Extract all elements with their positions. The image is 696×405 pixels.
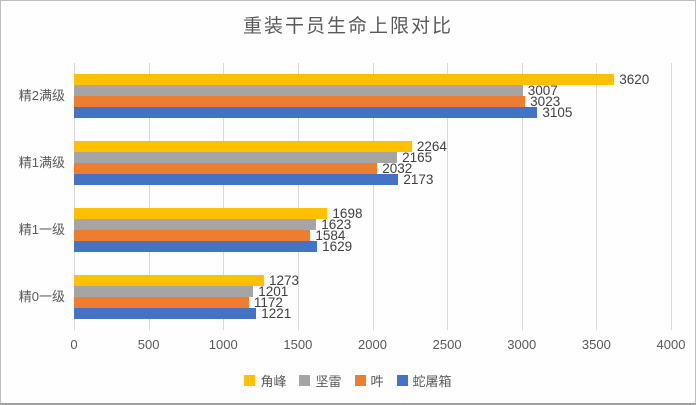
bar-line: 2173 [74,172,447,188]
bar-value-label: 1584 [315,227,346,243]
bar [74,207,328,219]
bar-group-row: 1698 1623 1584 1629 [74,197,671,264]
legend: 角峰 坚雷 吽 蛇屠箱 [1,371,695,390]
legend-swatch [354,375,366,386]
gridline [596,63,598,330]
bar-value-label: 1629 [322,238,353,254]
x-axis-tick-label: 3000 [507,337,537,352]
x-axis-tick-label: 1500 [283,337,313,352]
bar [74,107,538,119]
bar-line: 1698 [74,205,363,221]
bar-line: 1201 [74,283,299,299]
legend-item: 蛇屠箱 [396,371,452,390]
category-label: 精1满级 [18,155,65,171]
x-axis-tick-label: 3500 [581,337,611,352]
bar [74,152,398,164]
x-axis-tick-label: 1000 [208,337,238,352]
legend-item: 坚雷 [299,371,342,390]
bar [74,285,254,297]
bar-line: 1273 [74,272,300,288]
bar-group-row: 1273 1201 1172 1221 [74,263,671,330]
bar-block: 1273 1201 1172 1221 [74,272,300,321]
bar-group-row: 3620 3007 3023 3105 [74,63,671,130]
plot-area: 3620 3007 3023 3105 2264 2165 2032 2173 1698 1623… [74,63,672,330]
chart-title: 重装干员生命上限对比 [242,16,453,37]
gridline [148,63,150,330]
legend-label: 吽 [370,374,384,389]
bar [74,229,311,241]
bar [74,240,318,252]
x-axis-tick-label: 0 [70,337,78,352]
x-axis-tick-label: 2000 [358,337,387,352]
category-label: 精1一级 [18,221,65,237]
legend-label: 角峰 [260,374,287,389]
bar-line: 1629 [74,238,362,254]
gridline [297,63,299,330]
bar-value-label: 2264 [416,139,447,155]
bar-value-label: 2165 [402,150,433,166]
bar-line: 1584 [74,227,362,243]
legend-item: 角峰 [244,371,286,390]
gridline [372,63,374,330]
bar-line: 3007 [74,83,649,99]
bar-line: 2264 [74,139,447,155]
bar-block: 2264 2165 2032 2173 [74,139,447,188]
bar [74,85,523,97]
gridline [74,63,75,330]
gridline [671,63,672,330]
bar-value-label: 1201 [258,283,289,299]
legend-item: 吽 [354,371,384,390]
bar [74,96,526,108]
bar-value-label: 3023 [530,94,561,110]
bar-block: 3620 3007 3023 3105 [74,72,650,121]
bar-value-label: 3620 [619,72,650,88]
gridline [521,63,523,330]
legend-label: 坚雷 [315,374,342,389]
gridline [447,63,449,330]
bar [74,163,378,175]
bar-value-label: 1698 [332,205,363,221]
x-axis-tick-label: 4000 [656,337,686,352]
bar-line: 2032 [74,161,447,177]
bar-value-label: 3105 [542,105,573,121]
bar [74,74,615,86]
bar [74,141,412,153]
legend-label: 蛇屠箱 [412,374,452,389]
bar-value-label: 3007 [527,83,558,99]
bar-line: 1623 [74,216,362,232]
bar-value-label: 2032 [382,161,413,177]
bar [74,274,264,286]
legend-swatch [396,375,408,386]
bar-group-row: 2264 2165 2032 2173 [74,130,671,197]
bar-line: 3105 [74,105,649,121]
bar-line: 1172 [74,294,299,310]
bar [74,296,249,308]
gridline [223,63,225,330]
bar-value-label: 1273 [268,272,300,288]
bar-block: 1698 1623 1584 1629 [74,205,363,254]
bar [74,174,399,186]
bar-line: 3620 [74,72,650,88]
x-axis-tick-label: 2500 [432,337,462,352]
x-axis-tick-label: 500 [137,337,160,352]
legend-swatch [299,375,311,386]
bar [74,218,317,230]
category-label: 精0一级 [18,288,65,304]
bar-value-label: 1172 [253,294,283,310]
bar-value-label: 1623 [321,216,352,232]
bar [74,307,257,319]
legend-swatch [244,375,256,386]
bar-line: 1221 [74,305,299,321]
bar-value-label: 2173 [403,172,434,188]
bar-line: 2165 [74,150,447,166]
bar-line: 3023 [74,94,649,110]
bar-value-label: 1221 [261,305,292,321]
category-label: 精2满级 [18,88,65,104]
